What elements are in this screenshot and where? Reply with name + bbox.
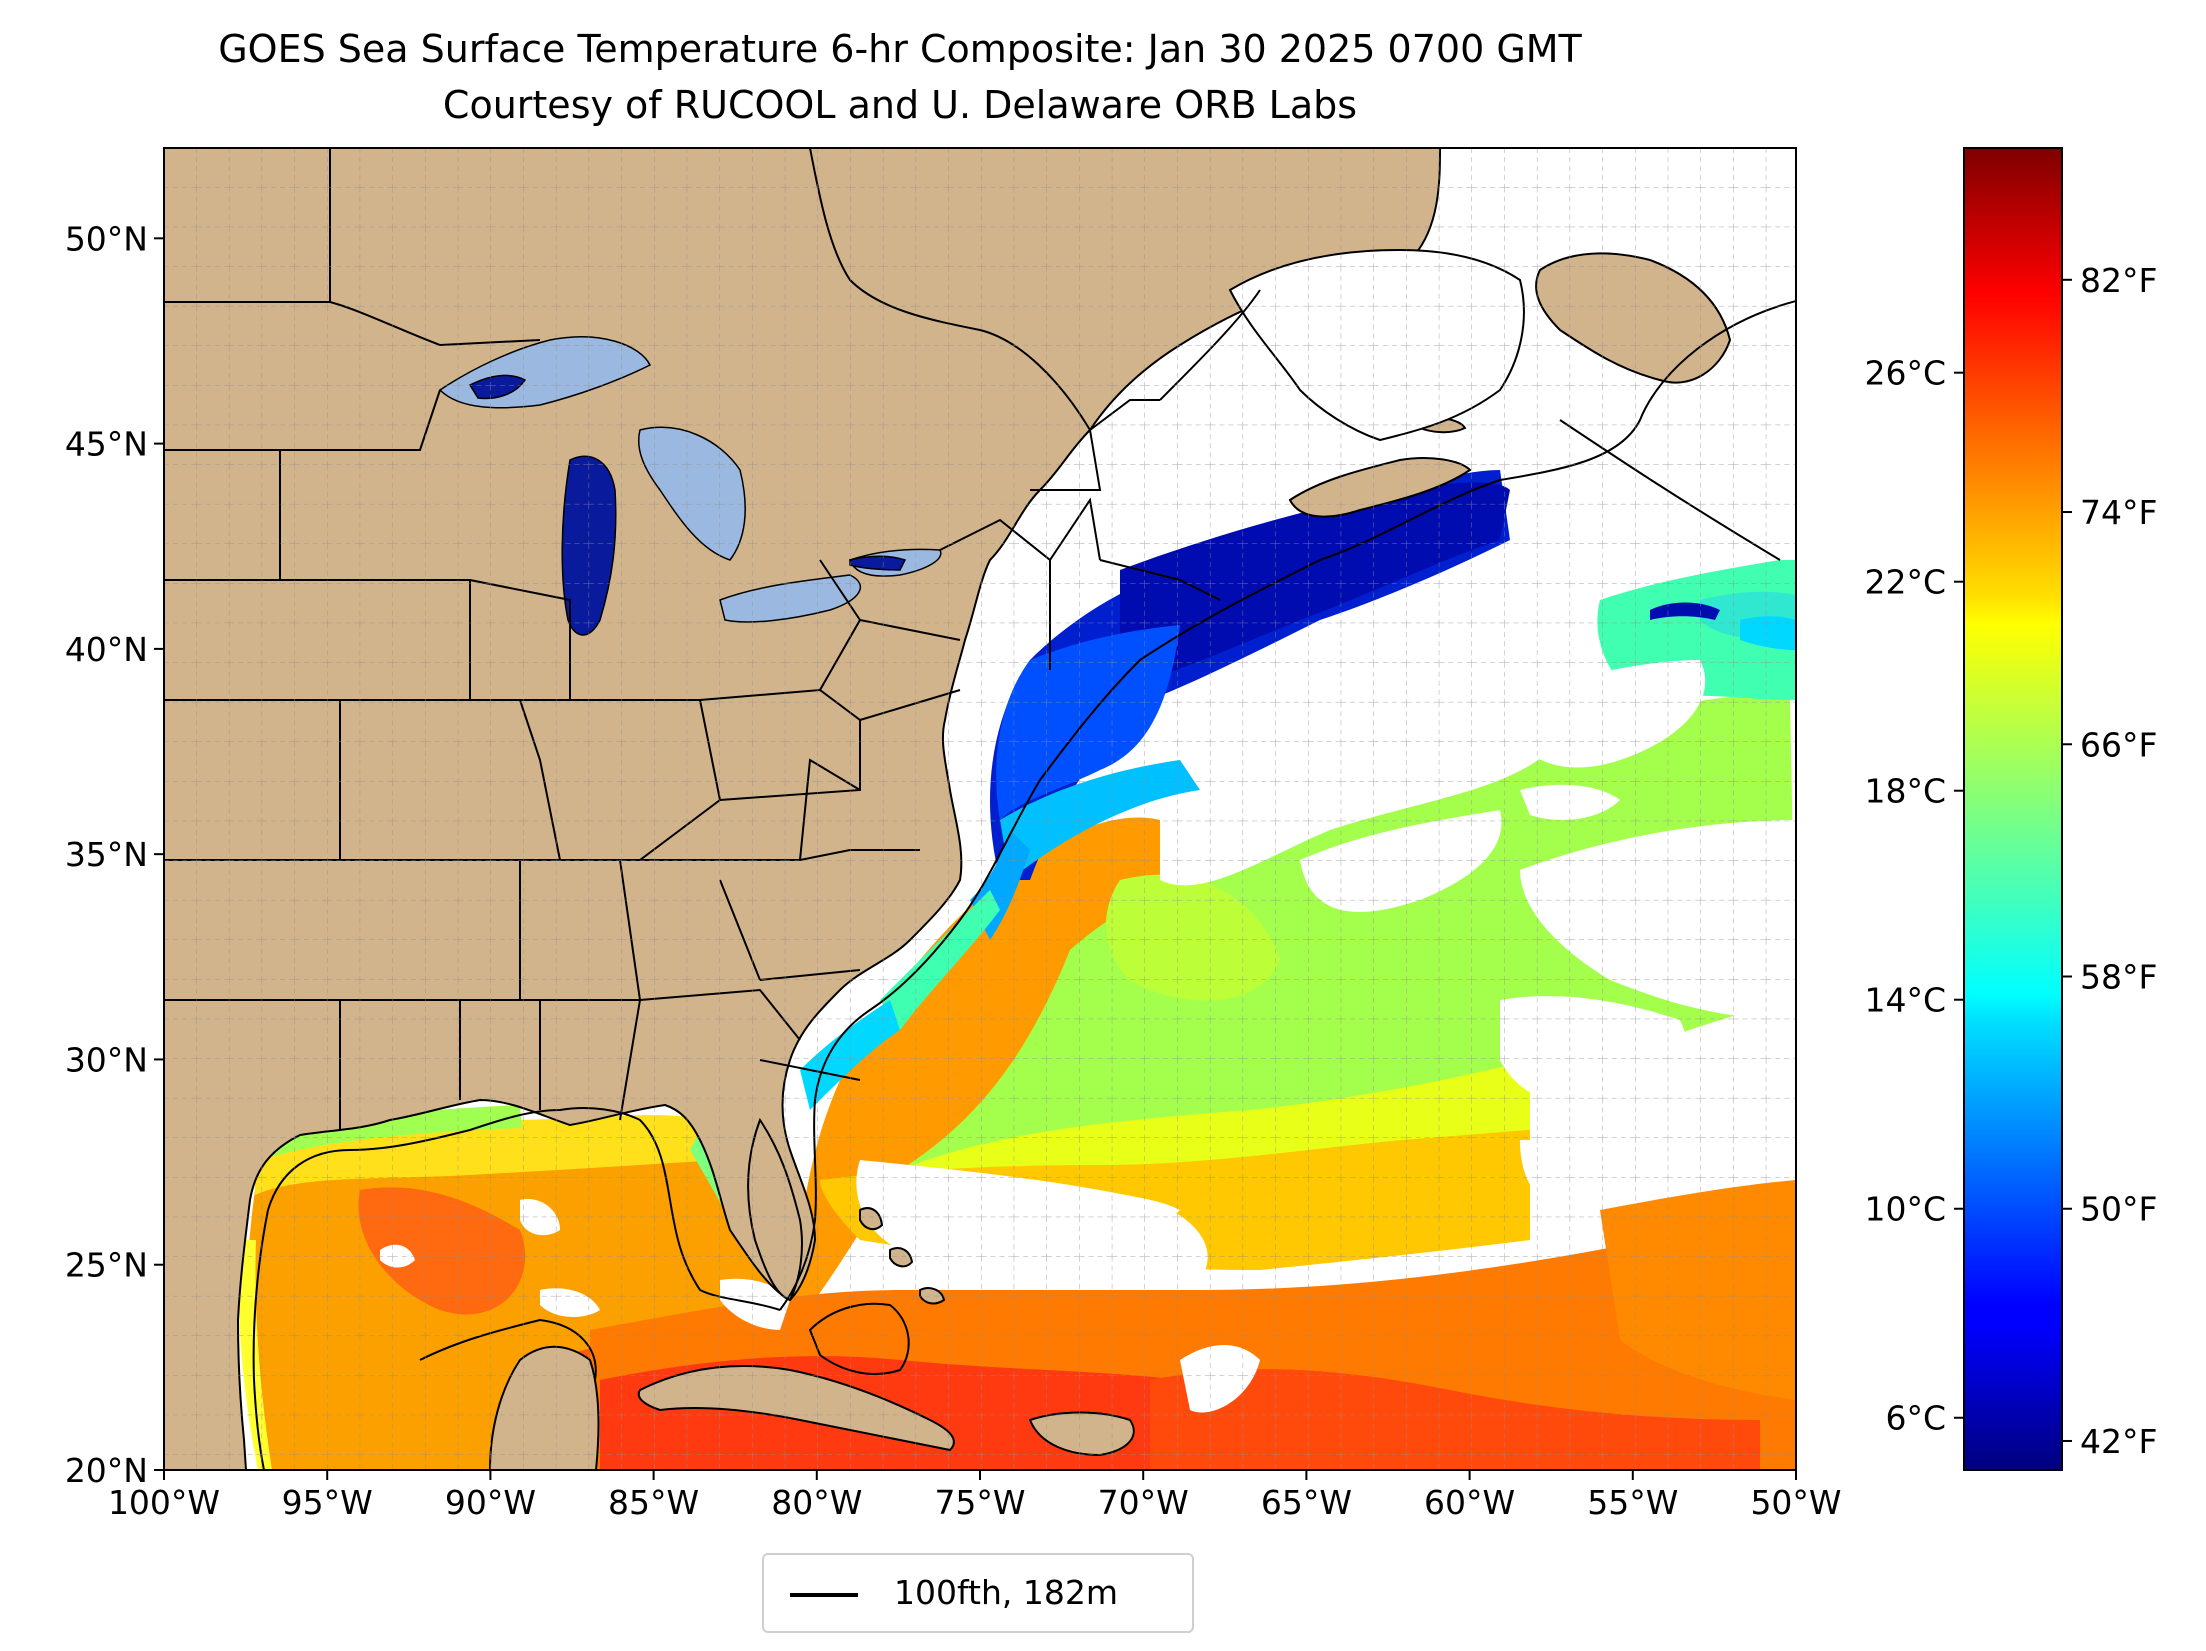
grid-lines: [164, 148, 1796, 1470]
fahrenheit-tick-label-4: 74°F: [2080, 493, 2157, 532]
latitude-axis: 20°N 25°N 30°N 35°N 40°N 45°N 50°N: [65, 219, 164, 1490]
lat-tick-label-5: 45°N: [65, 425, 148, 464]
lon-tick-label-5: 75°W: [934, 1483, 1025, 1522]
lat-tick-label-6: 50°N: [65, 219, 148, 258]
chart-subtitle: Courtesy of RUCOOL and U. Delaware ORB L…: [442, 83, 1358, 127]
fahrenheit-tick-label-0: 42°F: [2080, 1422, 2157, 1461]
longitude-axis: 100°W 95°W 90°W 85°W 80°W 75°W 70°W 65°W 60°W 55°…: [108, 1470, 1842, 1522]
lon-tick-label-10: 50°W: [1750, 1483, 1841, 1522]
colorbar: [1963, 147, 2063, 1471]
lon-tick-label-6: 70°W: [1098, 1483, 1189, 1522]
lat-tick-label-3: 35°N: [65, 835, 148, 874]
lon-tick-label-2: 90°W: [445, 1483, 536, 1522]
lat-tick-label-1: 25°N: [65, 1246, 148, 1285]
colorbar-celsius-axis: 6°C 10°C 14°C 18°C 22°C 26°C: [1864, 354, 1964, 1438]
lat-tick-label-0: 20°N: [65, 1451, 148, 1490]
colorbar-fahrenheit-axis: 42°F 50°F 58°F 66°F 74°F 82°F: [2062, 261, 2157, 1461]
celsius-tick-label-5: 26°C: [1864, 354, 1946, 393]
lon-tick-label-0: 100°W: [108, 1483, 220, 1522]
lon-tick-label-7: 65°W: [1261, 1483, 1352, 1522]
chart-title: GOES Sea Surface Temperature 6-hr Compos…: [218, 27, 1582, 71]
map-area: [164, 148, 1796, 1470]
celsius-tick-label-3: 18°C: [1864, 772, 1946, 811]
lon-tick-label-1: 95°W: [282, 1483, 373, 1522]
fahrenheit-tick-label-3: 66°F: [2080, 725, 2157, 764]
lat-tick-label-4: 40°N: [65, 630, 148, 669]
fahrenheit-tick-label-5: 82°F: [2080, 261, 2157, 300]
fahrenheit-tick-label-1: 50°F: [2080, 1190, 2157, 1229]
legend-label: 100fth, 182m: [894, 1573, 1118, 1612]
lon-tick-label-3: 85°W: [608, 1483, 699, 1522]
lon-tick-label-4: 80°W: [771, 1483, 862, 1522]
celsius-tick-label-2: 14°C: [1864, 981, 1946, 1020]
celsius-tick-label-1: 10°C: [1864, 1190, 1946, 1229]
legend: 100fth, 182m: [762, 1553, 1194, 1633]
lon-tick-label-8: 60°W: [1424, 1483, 1515, 1522]
celsius-tick-label-4: 22°C: [1864, 563, 1946, 602]
legend-isobath-line: [790, 1593, 858, 1597]
lat-tick-label-2: 30°N: [65, 1040, 148, 1079]
lon-tick-label-9: 55°W: [1587, 1483, 1678, 1522]
celsius-tick-label-0: 6°C: [1885, 1399, 1946, 1438]
fahrenheit-tick-label-2: 58°F: [2080, 957, 2157, 996]
